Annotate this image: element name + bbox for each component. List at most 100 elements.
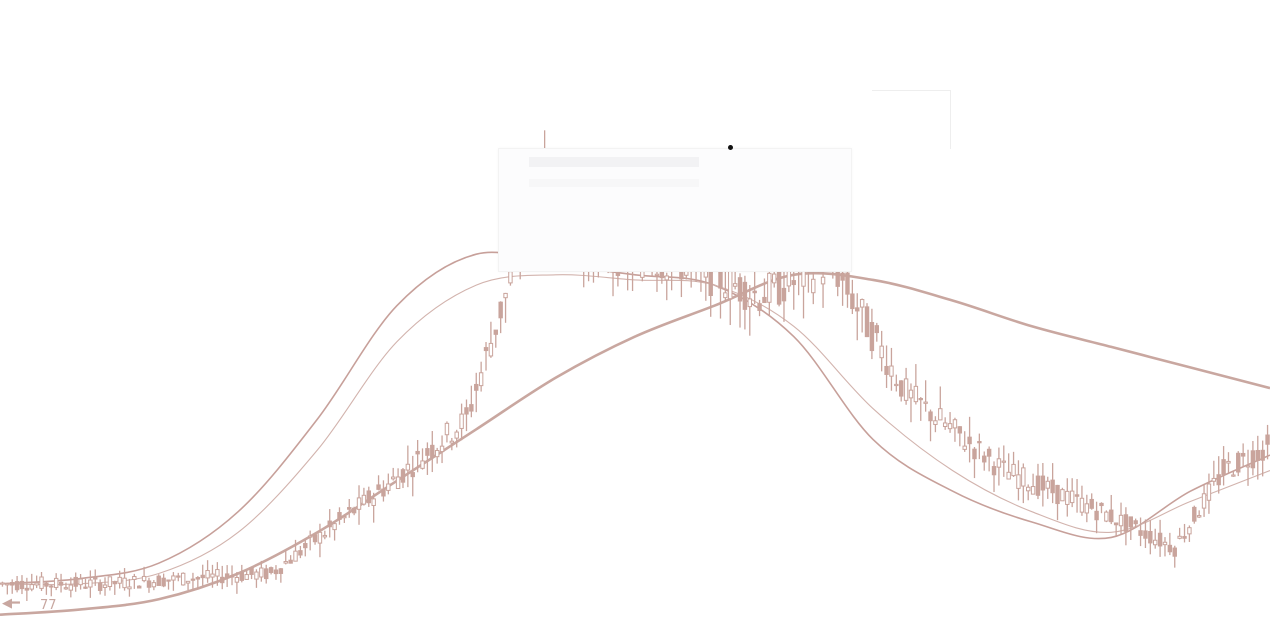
candle [5,582,10,595]
candle [376,475,381,491]
candle-body [244,574,249,580]
candle [254,569,259,588]
candle [1133,518,1138,528]
candle-body [93,577,98,580]
candle-body [19,580,25,590]
candle [293,539,298,562]
candle-body [268,567,274,573]
candle-body [298,550,303,556]
candle-body [34,582,39,586]
candle [488,321,494,358]
candle-body [791,280,796,286]
candle [161,573,166,588]
candle [1201,484,1207,517]
candle-body [361,494,367,505]
candle [430,431,435,473]
candle-body [1099,502,1104,507]
candle-body [0,582,5,585]
candle-body [884,365,889,375]
candle-body [190,578,196,581]
candle [1026,484,1031,501]
candle [1211,460,1217,486]
candle [185,580,191,591]
candle [952,417,958,442]
candle-body [386,483,391,491]
candle-body [1045,480,1050,489]
candle [933,416,938,433]
candle-body [991,466,997,476]
candle-body [889,365,894,377]
candle [371,492,376,523]
price-label-value: 77 [40,598,57,613]
candle-body [972,448,977,460]
candle-body [430,444,435,458]
candle-body [478,372,484,387]
candle-body [161,577,166,587]
candle-body [1148,531,1153,544]
candle-body [78,578,83,586]
candle [483,342,489,371]
candle-body [742,281,748,310]
candle [449,437,455,451]
candle-body [1128,516,1133,528]
candle [1177,527,1182,540]
moving-average-long [0,271,1270,616]
candle-body [488,342,494,357]
candle [298,545,303,559]
candle-body [102,584,108,589]
moving-average-short [0,251,1270,585]
candle [171,572,176,591]
candle [1226,452,1231,474]
overlay-line [529,157,699,167]
candle [1231,471,1236,477]
candle-body [1026,486,1031,492]
candle [273,565,279,580]
candle [97,579,103,595]
candle-body [996,458,1002,468]
candle-body [425,448,430,456]
candle-body [859,299,865,308]
candle-body [903,378,909,401]
candle-body [307,535,313,538]
candle [259,560,264,582]
candle [278,567,284,583]
candle [1216,456,1221,494]
candle [425,442,430,475]
candle-body [1192,506,1197,522]
candle-body [39,576,44,589]
candle [1074,479,1080,513]
candle-body [835,269,840,287]
candle-body [1123,514,1129,532]
candle-body [224,573,230,579]
candle-body [850,293,855,310]
candle [78,574,83,590]
candle-body [73,576,78,587]
candle [405,445,411,488]
candle [1079,485,1085,516]
overlay-line [529,179,699,187]
candle [986,446,992,472]
price-label: ◀━ 77 [0,596,78,616]
candle-body [259,567,264,578]
candle-body [5,583,10,586]
candle [1113,522,1119,536]
candle [859,298,865,333]
candle-body [942,422,948,428]
candle [415,439,420,473]
candle [942,417,948,430]
candle [381,480,386,502]
candle-body [63,587,69,590]
candle-body [10,582,15,586]
candle-body [273,569,279,575]
candle-body [1104,511,1109,522]
candle [327,509,332,538]
candle-body [879,345,884,359]
candle [410,455,415,497]
candle [864,303,870,338]
candle [0,581,5,587]
candle [439,435,445,464]
candle [112,580,117,595]
candle-body [239,572,244,581]
moving-average-mid [0,274,1270,586]
candle [312,533,318,545]
